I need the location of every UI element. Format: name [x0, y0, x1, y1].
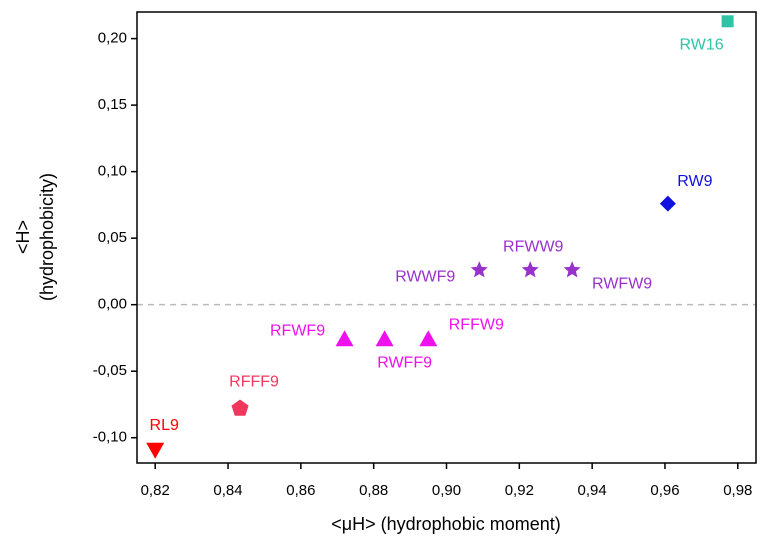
plot-frame — [136, 11, 757, 464]
point — [231, 399, 249, 416]
y-axis-label: <H> — [13, 220, 33, 254]
point — [335, 330, 354, 347]
point-label: RWWF9 — [395, 268, 455, 285]
point — [470, 261, 488, 278]
point-label: RL9 — [150, 417, 179, 434]
point — [146, 442, 165, 459]
point-label: RW9 — [677, 173, 712, 190]
x-axis-label: <μH> (hydrophobic moment) — [331, 514, 560, 534]
point — [375, 330, 394, 347]
x-tick-label: 0,90 — [432, 482, 461, 499]
x-tick-label: 0,84 — [213, 482, 242, 499]
point — [521, 261, 539, 278]
point-label: RFFW9 — [449, 316, 504, 333]
x-tick-label: 0,96 — [650, 482, 679, 499]
point-label: RW16 — [680, 37, 724, 54]
x-tick-label: 0,98 — [723, 482, 752, 499]
y-axis-label: (hydrophobicity) — [37, 173, 57, 301]
y-tick-label: 0,20 — [98, 30, 127, 47]
point — [563, 261, 581, 278]
point-label: RFFF9 — [229, 374, 279, 391]
point — [659, 195, 676, 212]
x-tick-label: 0,82 — [141, 482, 170, 499]
point-label: RWFW9 — [592, 275, 652, 292]
x-tick-label: 0,94 — [578, 482, 607, 499]
x-tick-label: 0,88 — [359, 482, 388, 499]
point — [721, 15, 734, 28]
point-label: RFWF9 — [270, 322, 325, 339]
point — [419, 330, 438, 347]
point-label: RWFF9 — [377, 354, 432, 371]
y-tick-label: 0,05 — [98, 229, 127, 246]
x-tick-label: 0,92 — [505, 482, 534, 499]
y-tick-label: -0,05 — [93, 362, 127, 379]
y-tick-label: -0,10 — [93, 429, 127, 446]
y-tick-label: 0,00 — [98, 296, 127, 313]
y-tick-label: 0,10 — [98, 163, 127, 180]
point-label: RFWW9 — [503, 238, 564, 255]
x-tick-label: 0,86 — [286, 482, 315, 499]
y-tick-label: 0,15 — [98, 96, 127, 113]
